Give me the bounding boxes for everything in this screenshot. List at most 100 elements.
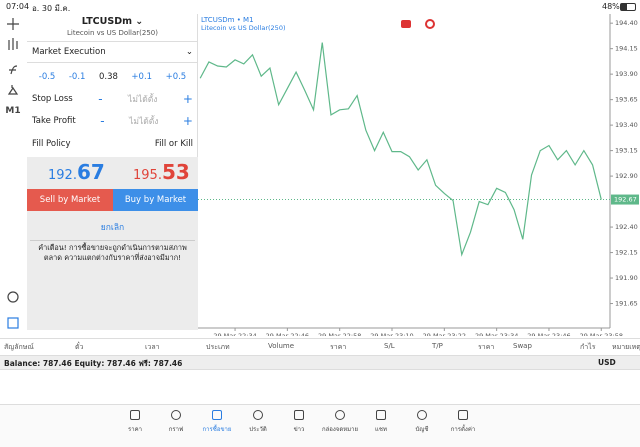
y-tick-label: 192.40 — [615, 223, 638, 231]
buy-button[interactable]: Buy by Market — [113, 189, 198, 211]
fill-policy-row: Fill Policy Fill or Kill — [27, 133, 198, 155]
nav-icon[interactable] — [376, 410, 386, 420]
column-header: หมายเหตุ — [612, 343, 640, 351]
x-tick-label: 29 Mar 23:58 — [580, 332, 623, 336]
battery-icon — [620, 3, 636, 11]
nav-label[interactable]: กล่องจดหมาย — [321, 426, 359, 433]
nav-label[interactable]: บัญชี — [415, 426, 429, 433]
column-header: กำไร — [580, 343, 596, 351]
stop-loss-value[interactable]: ไม่ได้ตั้ง — [128, 95, 158, 105]
nav-icon[interactable] — [458, 410, 468, 420]
stop-loss-row: Stop Loss - ไม่ได้ตั้ง + — [32, 92, 193, 106]
volume-button[interactable]: +0.5 — [165, 72, 187, 82]
indicator-icon[interactable] — [9, 65, 18, 75]
nav-icon[interactable] — [253, 410, 263, 420]
column-header: ประเภท — [206, 343, 230, 351]
trade-icon[interactable] — [7, 317, 19, 329]
x-tick-label: 29 Mar 23:34 — [475, 332, 518, 336]
take-profit-label: Take Profit — [32, 116, 76, 126]
cancel-button[interactable]: ยกเลิก — [100, 223, 125, 233]
column-header: ราคา — [330, 343, 347, 351]
balance-row: Balance: 787.46 Equity: 787.46 ฟรี: 787.… — [0, 355, 640, 370]
volume-button: 0.38 — [98, 72, 118, 82]
chart: LTCUSDm • M1 Litecoin vs US Dollar(250) … — [198, 14, 639, 336]
status-battery: 48% — [602, 2, 620, 11]
bid-main: 192. — [48, 168, 77, 183]
one-click-icon[interactable] — [401, 20, 411, 28]
nav-label[interactable]: การซื้อขาย — [202, 426, 232, 433]
positions-header: สัญลักษณ์ ตั๋ว เวลา ประเภท Volume ราคา S/L T/P ร… — [0, 338, 640, 355]
bid-price: 192.67 — [48, 160, 105, 184]
nav-icon[interactable] — [335, 410, 345, 420]
y-tick-label: 192.15 — [615, 249, 638, 257]
x-tick-label: 29 Mar 23:10 — [370, 332, 413, 336]
symbol[interactable]: LTCUSDm ⌄ — [81, 16, 144, 27]
volume-button[interactable]: -0.1 — [68, 72, 86, 82]
column-header: Swap — [513, 342, 532, 350]
y-tick-label: 193.90 — [615, 70, 638, 78]
status-date: อ. 30 มี.ค. — [32, 4, 71, 13]
y-tick-label: 193.40 — [615, 121, 638, 129]
ask-price: 195.53 — [133, 160, 190, 184]
signal-icon[interactable] — [425, 19, 435, 29]
column-header: ตั๋ว — [75, 343, 84, 351]
volume-button[interactable]: +0.1 — [131, 72, 153, 82]
balance-text: Balance: 787.46 Equity: 787.46 ฟรี: 787.… — [4, 359, 183, 368]
x-tick-label: 29 Mar 23:22 — [423, 332, 466, 336]
x-tick-label: 29 Mar 22:46 — [266, 332, 309, 336]
timeframe[interactable]: M1 — [5, 106, 20, 116]
symbol-text: LTCUSDm — [81, 16, 132, 27]
nav-label[interactable]: แชท — [375, 426, 387, 433]
nav-icon[interactable] — [212, 410, 222, 420]
column-header: เวลา — [145, 343, 160, 351]
sell-button[interactable]: Sell by Market — [27, 189, 113, 211]
currency: USD — [598, 358, 616, 367]
x-tick-label: 29 Mar 22:34 — [213, 332, 256, 336]
chart-subtitle: Litecoin vs US Dollar(250) — [201, 24, 286, 32]
toolbar: M1 — [5, 18, 21, 329]
y-tick-label: 192.90 — [615, 172, 638, 180]
current-price-label: 192.67 — [614, 196, 637, 204]
ask-main: 195. — [133, 168, 162, 183]
fill-policy-value[interactable]: Fill or Kill — [154, 139, 193, 149]
x-tick-label: 29 Mar 23:46 — [527, 332, 570, 336]
volume-row: -0.5 -0.1 0.38 +0.1 +0.5 — [27, 66, 198, 88]
column-header: Volume — [268, 342, 295, 350]
y-tick-label: 194.40 — [615, 19, 638, 27]
nav-icon[interactable] — [294, 410, 304, 420]
volume-button[interactable]: -0.5 — [38, 72, 56, 82]
execution-select[interactable]: Market Execution ⌄ — [27, 41, 198, 63]
stop-loss-label: Stop Loss — [32, 94, 73, 104]
nav-label[interactable]: ข่าว — [293, 426, 305, 433]
bid-big: 67 — [76, 160, 105, 184]
ask-big: 53 — [161, 160, 190, 184]
bottom-nav: ราคา กราฟ การซื้อขาย ประวัติ ข่าว กล่องจดหมาย… — [0, 404, 640, 447]
column-header: สัญลักษณ์ — [4, 343, 34, 351]
candles-icon[interactable] — [8, 38, 18, 50]
column-header: S/L — [384, 342, 395, 350]
warning: คำเตือน! การซื้อขายจะถูกดำเนินการตามสภาพ… — [30, 240, 195, 263]
chart-title: LTCUSDm • M1 — [201, 16, 254, 24]
symbol-description: Litecoin vs US Dollar(250) — [67, 29, 158, 37]
column-header: T/P — [432, 342, 443, 350]
crosshair-icon[interactable] — [7, 18, 19, 30]
search-icon[interactable] — [7, 291, 19, 303]
nav-icon[interactable] — [130, 410, 140, 420]
nav-label[interactable]: กราฟ — [168, 426, 184, 433]
y-tick-label: 191.90 — [615, 274, 638, 282]
objects-icon[interactable] — [7, 85, 19, 95]
x-tick-label: 29 Mar 22:58 — [318, 332, 361, 336]
nav-label[interactable]: ราคา — [128, 426, 142, 433]
status-time: 07:04 — [6, 2, 30, 11]
y-tick-label: 193.65 — [615, 96, 638, 104]
take-profit-value[interactable]: ไม่ได้ตั้ง — [129, 117, 159, 127]
nav-label[interactable]: ประวัติ — [249, 426, 267, 433]
nav-label[interactable]: การตั้งค่า — [450, 426, 476, 433]
take-profit-row: Take Profit - ไม่ได้ตั้ง + — [32, 114, 193, 128]
y-tick-label: 194.15 — [615, 45, 638, 53]
nav-icon[interactable] — [171, 410, 181, 420]
nav-icon[interactable] — [417, 410, 427, 420]
fill-policy-label: Fill Policy — [32, 139, 71, 149]
y-tick-label: 193.15 — [615, 147, 638, 155]
